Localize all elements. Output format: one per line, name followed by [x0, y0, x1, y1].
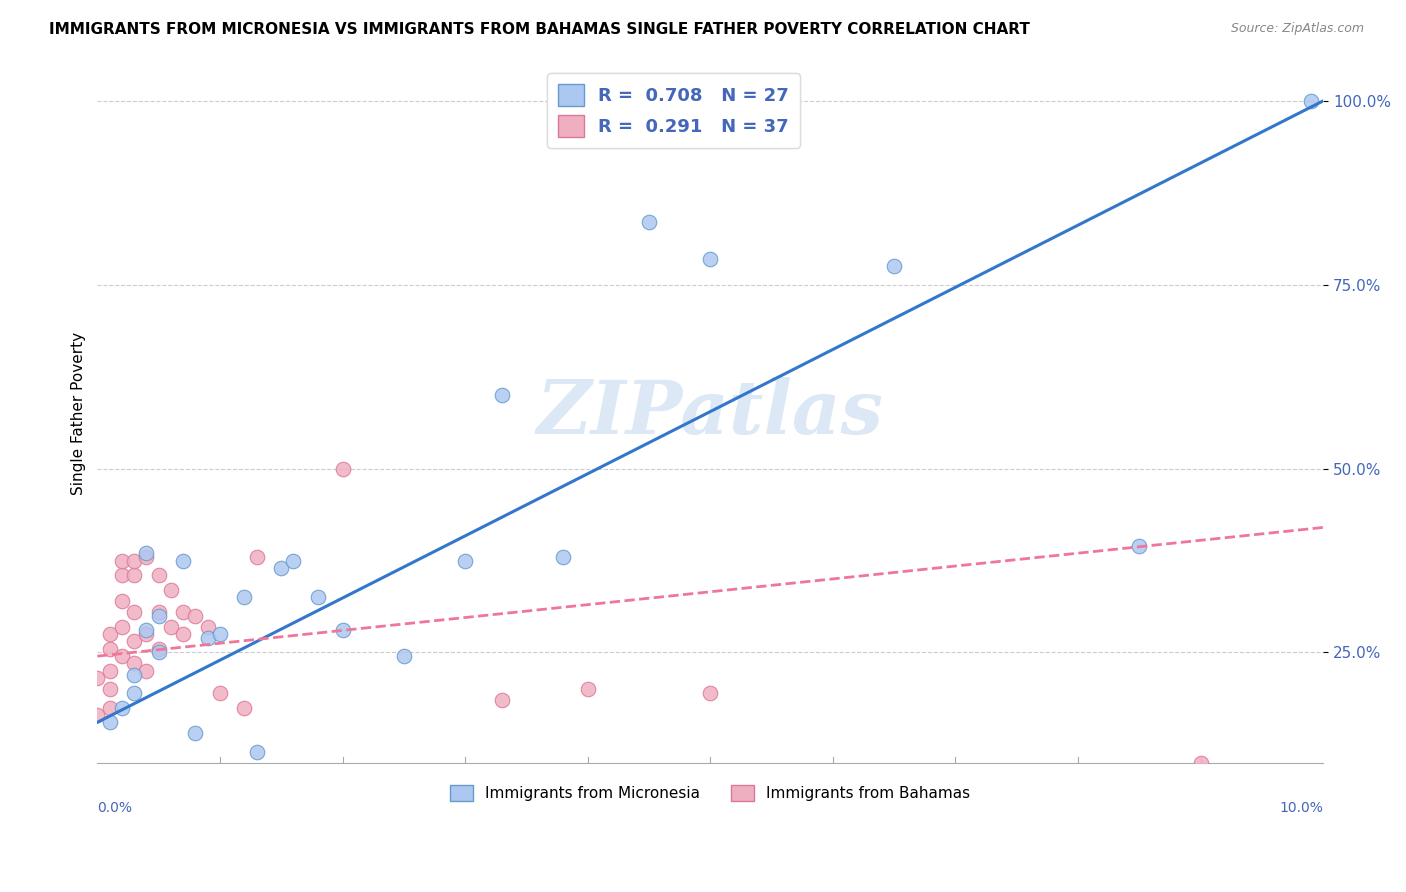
Point — [172, 605, 194, 619]
Point — [86, 671, 108, 685]
Text: IMMIGRANTS FROM MICRONESIA VS IMMIGRANTS FROM BAHAMAS SINGLE FATHER POVERTY CORR: IMMIGRANTS FROM MICRONESIA VS IMMIGRANTS… — [49, 22, 1031, 37]
Point — [392, 649, 415, 664]
Point — [208, 627, 231, 641]
Point — [98, 700, 121, 714]
Point — [553, 549, 575, 564]
Point — [576, 682, 599, 697]
Text: 0.0%: 0.0% — [97, 801, 132, 815]
Text: ZIPatlas: ZIPatlas — [537, 377, 884, 450]
Legend: R =  0.708   N = 27, R =  0.291   N = 37: R = 0.708 N = 27, R = 0.291 N = 37 — [547, 73, 800, 148]
Point — [111, 594, 134, 608]
Point — [638, 215, 661, 229]
Point — [122, 634, 145, 648]
Point — [246, 745, 269, 759]
Point — [283, 553, 305, 567]
Point — [122, 686, 145, 700]
Point — [122, 605, 145, 619]
Point — [98, 641, 121, 656]
Point — [111, 553, 134, 567]
Point — [160, 582, 183, 597]
Point — [111, 649, 134, 664]
Point — [135, 549, 157, 564]
Point — [1189, 756, 1212, 770]
Point — [148, 568, 170, 582]
Point — [122, 553, 145, 567]
Text: 10.0%: 10.0% — [1279, 801, 1323, 815]
Point — [184, 726, 207, 740]
Point — [699, 252, 721, 266]
Point — [98, 682, 121, 697]
Point — [135, 624, 157, 638]
Point — [111, 620, 134, 634]
Point — [135, 546, 157, 560]
Point — [86, 708, 108, 723]
Point — [184, 608, 207, 623]
Point — [148, 645, 170, 659]
Point — [98, 664, 121, 678]
Point — [1299, 94, 1322, 108]
Point — [148, 641, 170, 656]
Point — [491, 388, 513, 402]
Point — [208, 686, 231, 700]
Point — [454, 553, 477, 567]
Point — [332, 624, 354, 638]
Point — [307, 591, 329, 605]
Point — [491, 693, 513, 707]
Point — [148, 605, 170, 619]
Point — [135, 664, 157, 678]
Point — [233, 700, 256, 714]
Point — [98, 627, 121, 641]
Point — [111, 568, 134, 582]
Point — [135, 627, 157, 641]
Point — [197, 631, 219, 645]
Point — [160, 620, 183, 634]
Point — [148, 608, 170, 623]
Y-axis label: Single Father Poverty: Single Father Poverty — [72, 332, 86, 495]
Point — [172, 627, 194, 641]
Point — [699, 686, 721, 700]
Point — [233, 591, 256, 605]
Text: Source: ZipAtlas.com: Source: ZipAtlas.com — [1230, 22, 1364, 36]
Point — [122, 667, 145, 681]
Point — [98, 715, 121, 730]
Point — [246, 549, 269, 564]
Point — [270, 561, 292, 575]
Point — [111, 700, 134, 714]
Point — [332, 461, 354, 475]
Point — [197, 620, 219, 634]
Point — [122, 657, 145, 671]
Point — [122, 568, 145, 582]
Point — [172, 553, 194, 567]
Point — [1128, 539, 1150, 553]
Point — [883, 260, 905, 274]
